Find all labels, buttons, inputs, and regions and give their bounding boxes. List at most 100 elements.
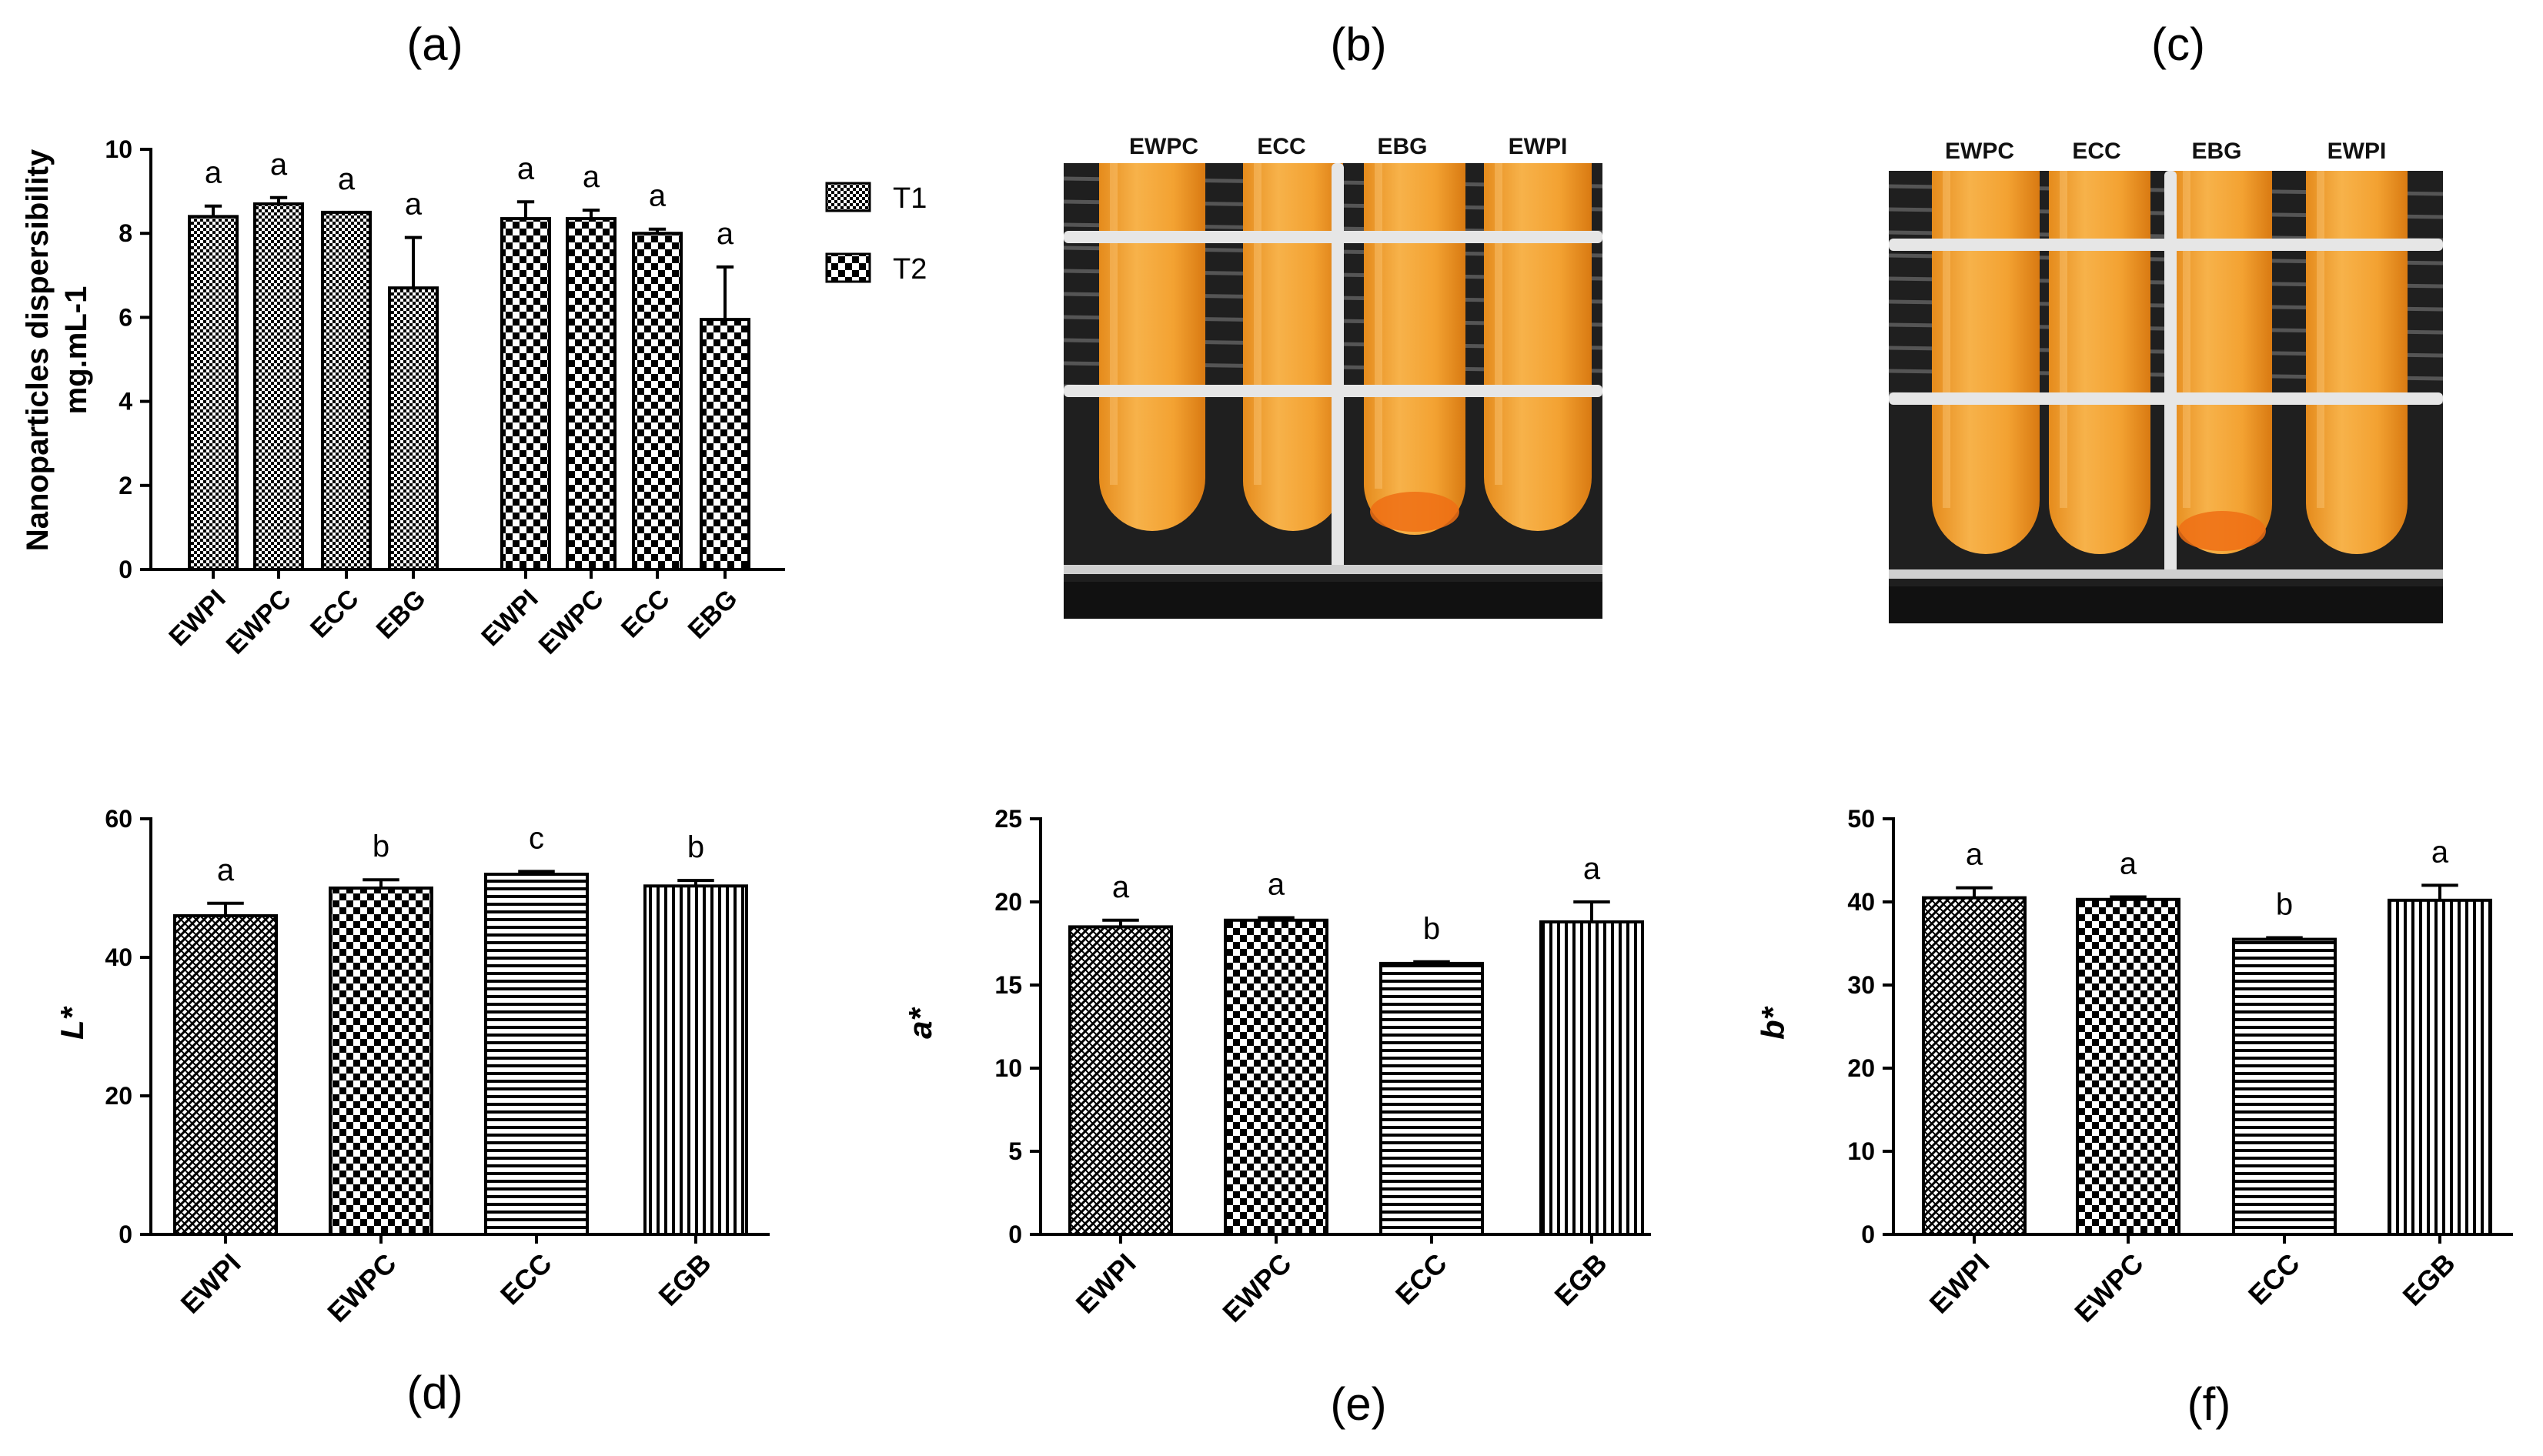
- bar: [388, 286, 439, 571]
- chart-d: 0 20 40 60 a EWPI b EWPC c ECC b EGB L*: [54, 805, 770, 1328]
- tube-liquid: [2049, 171, 2150, 554]
- y-tick-label: 10: [1847, 1137, 1875, 1165]
- panel-label-a: (a): [406, 18, 463, 70]
- significance-letter: a: [717, 217, 734, 251]
- photo-b: EWPC ECC EBG EWPI: [1063, 134, 1603, 619]
- category-label: EBG: [371, 584, 432, 645]
- photo-b-label-3: EBG: [1377, 134, 1427, 159]
- category-label: EWPI: [1923, 1247, 1996, 1320]
- test-tube: [1364, 163, 1465, 535]
- tube-highlight: [1375, 163, 1382, 489]
- bar: [566, 217, 617, 571]
- significance-letter: b: [373, 830, 389, 863]
- y-axis-title: a*: [902, 1007, 938, 1038]
- photo-b-label-1: EWPC: [1129, 134, 1198, 159]
- category-label: EGB: [653, 1247, 717, 1312]
- y-tick-label: 8: [119, 219, 132, 247]
- tube-liquid: [2306, 171, 2408, 554]
- y-tick-label: 40: [105, 943, 132, 971]
- category-label: EGB: [1549, 1247, 1613, 1312]
- category-label: EBG: [683, 584, 744, 645]
- tube-highlight: [1254, 163, 1261, 485]
- tube-highlight: [1110, 163, 1118, 485]
- bar: [2076, 897, 2180, 1236]
- bar: [700, 318, 750, 571]
- y-tick-label: 10: [994, 1054, 1022, 1082]
- significance-letter: a: [338, 162, 356, 196]
- significance-letter: a: [517, 152, 535, 185]
- category-label: EWPC: [321, 1247, 402, 1328]
- panel-label-b: (b): [1330, 18, 1386, 70]
- bar: [1224, 918, 1328, 1236]
- photo-b-label-2: ECC: [1257, 134, 1305, 159]
- legend-swatch-t1: [825, 182, 871, 212]
- category-label: EWPI: [175, 1247, 247, 1320]
- panel-label-d: (d): [406, 1367, 463, 1418]
- photo-c-label-3: EBG: [2191, 139, 2241, 164]
- photo-b-image: [1063, 163, 1603, 619]
- tube-highlight: [2183, 171, 2190, 508]
- photo-c-image: [1888, 171, 2444, 623]
- legend-label-t2: T2: [893, 253, 927, 286]
- test-tube: [1484, 163, 1592, 531]
- bar: [329, 887, 433, 1236]
- significance-letter: a: [205, 156, 222, 190]
- significance-letter: a: [2120, 847, 2137, 881]
- category-label: EGB: [2397, 1247, 2461, 1312]
- photo-c-label-1: EWPC: [1945, 139, 2014, 164]
- test-tube: [2306, 171, 2408, 554]
- tube-liquid: [1364, 163, 1465, 535]
- panel-label-f: (f): [2187, 1378, 2231, 1430]
- y-tick-label: 50: [1847, 805, 1875, 833]
- legend-label-t1: T1: [893, 182, 927, 215]
- chart-a: 0 2 4 6 8 10 a EWPI a EWPC a ECC a EBG a EWPI a EWPC a ECC a…: [21, 135, 785, 660]
- rack: [1889, 171, 2443, 623]
- significance-letter: a: [405, 188, 423, 222]
- tube-liquid: [2172, 171, 2272, 554]
- tube-sediment: [2178, 511, 2266, 551]
- bar: [1539, 920, 1644, 1237]
- tube-highlight: [2060, 171, 2067, 508]
- significance-letter: a: [583, 160, 600, 194]
- significance-letter: a: [1966, 838, 1983, 872]
- category-label: ECC: [494, 1247, 558, 1311]
- tube-highlight: [1943, 171, 1950, 508]
- y-tick-label: 4: [119, 388, 132, 416]
- y-tick-label: 0: [119, 556, 132, 583]
- test-tube: [2172, 171, 2272, 554]
- y-axis-title: Nanoparticles dispersibility: [21, 149, 55, 551]
- category-label: ECC: [1389, 1247, 1453, 1311]
- tube-liquid: [1243, 163, 1343, 531]
- y-axis-title-unit: mg.mL-1: [59, 286, 93, 415]
- bar: [1922, 896, 2027, 1236]
- category-label: ECC: [305, 584, 365, 644]
- y-axis-title: L*: [54, 1006, 90, 1040]
- y-tick-label: 0: [1861, 1221, 1875, 1248]
- chart-e: 0 5 10 15 20 25 a EWPI a EWPC b ECC a EGB a*: [902, 805, 1651, 1328]
- significance-letter: a: [1583, 852, 1601, 886]
- category-label: ECC: [2242, 1247, 2306, 1311]
- bar: [1068, 925, 1173, 1237]
- y-tick-label: 20: [994, 888, 1022, 916]
- tube-liquid: [1099, 163, 1205, 531]
- significance-letter: a: [270, 148, 288, 182]
- bar: [173, 914, 278, 1236]
- y-tick-label: 25: [994, 805, 1022, 833]
- tube-highlight: [1495, 163, 1502, 485]
- bar: [253, 202, 304, 571]
- significance-letter: b: [1423, 912, 1440, 946]
- significance-letter: a: [2431, 835, 2449, 869]
- category-label: EWPC: [533, 584, 610, 660]
- tube-highlight: [2317, 171, 2324, 508]
- test-tube: [1099, 163, 1205, 531]
- category-label: EWPC: [1216, 1247, 1297, 1328]
- y-tick-label: 40: [1847, 888, 1875, 916]
- significance-letter: a: [649, 179, 667, 213]
- test-tube: [1932, 171, 2040, 554]
- bar: [643, 884, 748, 1237]
- panel-label-e: (e): [1330, 1378, 1386, 1430]
- y-tick-label: 10: [105, 135, 132, 163]
- significance-letter: c: [529, 821, 544, 855]
- y-axis-title: b*: [1755, 1006, 1791, 1040]
- category-label: EWPC: [2068, 1247, 2149, 1328]
